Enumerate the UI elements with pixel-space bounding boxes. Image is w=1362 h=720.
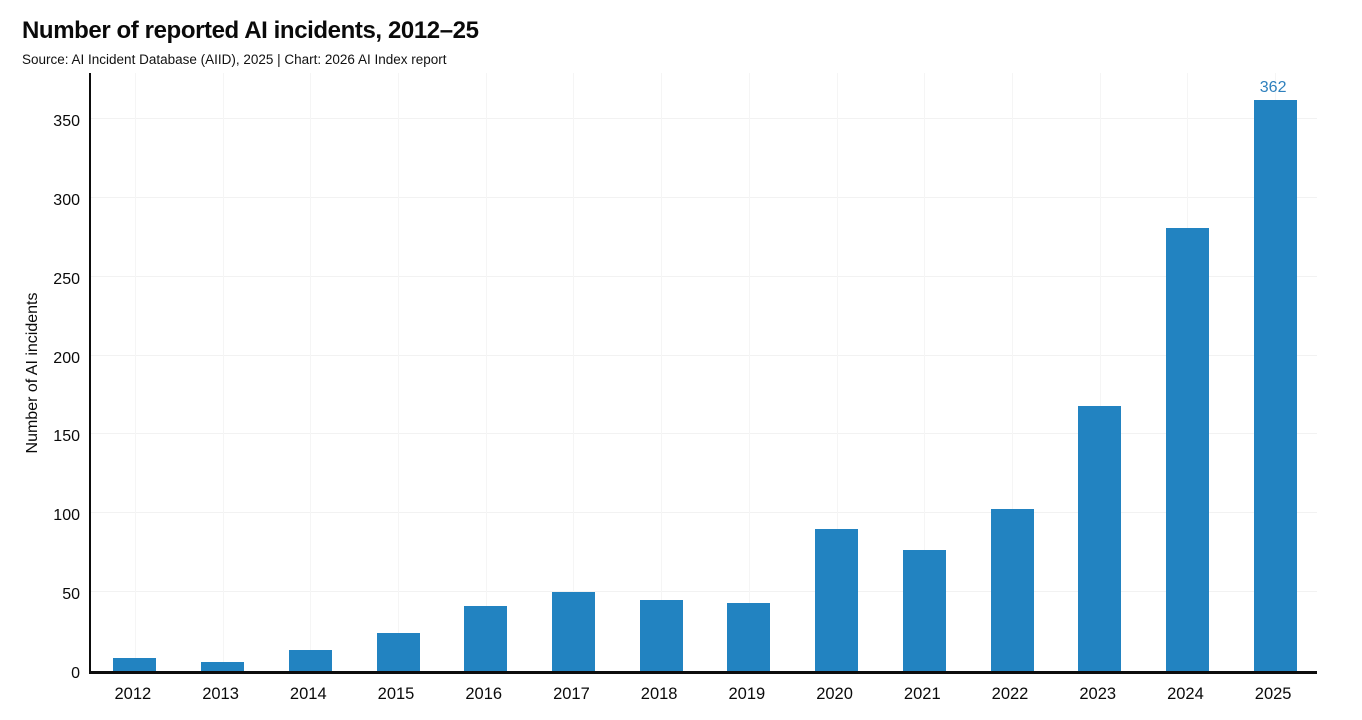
x-tick-label-2021: 2021 [903, 685, 941, 703]
x-tick-label-2014: 2014 [289, 685, 327, 703]
bar-2015 [376, 633, 420, 671]
y-tick-label-50: 50 [62, 586, 80, 604]
chart-source-caption: Source: AI Incident Database (AIID), 202… [22, 52, 447, 67]
gridline-x-2013 [222, 73, 224, 671]
x-tick-label-2022: 2022 [991, 685, 1029, 703]
gridline-y-150 [91, 433, 1317, 435]
gridline-x-2016 [485, 73, 487, 671]
x-tick-label-2025: 2025 [1254, 685, 1292, 703]
gridline-y-200 [91, 354, 1317, 356]
gridline-x-2012 [134, 73, 136, 671]
x-tick-label-2023: 2023 [1079, 685, 1117, 703]
gridline-x-2019 [748, 73, 750, 671]
bar-2020 [815, 529, 859, 671]
bar-2013 [201, 662, 245, 671]
x-tick-label-2018: 2018 [640, 685, 678, 703]
bar-2014 [288, 650, 332, 671]
bar-2023 [1078, 406, 1122, 671]
bar-2025 [1253, 100, 1297, 671]
gridline-x-2017 [573, 73, 575, 671]
bar-2021 [902, 550, 946, 671]
x-tick-label-2012: 2012 [114, 685, 152, 703]
chart-title: Number of reported AI incidents, 2012–25 [22, 17, 479, 44]
gridline-y-350 [91, 117, 1317, 119]
gridline-x-2023 [1099, 73, 1101, 671]
x-tick-label-2019: 2019 [728, 685, 766, 703]
bar-2017 [551, 592, 595, 671]
gridline-x-2015 [398, 73, 399, 671]
bar-2024 [1165, 228, 1209, 671]
y-tick-label-0: 0 [71, 665, 80, 682]
gridline-y-300 [91, 196, 1317, 198]
gridline-x-2021 [924, 73, 926, 671]
y-tick-label-100: 100 [53, 507, 80, 525]
x-tick-label-2016: 2016 [465, 685, 503, 703]
x-tick-label-2017: 2017 [553, 685, 590, 703]
gridline-x-2022 [1012, 73, 1013, 671]
bar-2018 [639, 600, 683, 671]
x-tick-label-2020: 2020 [816, 685, 853, 703]
gridline-x-2014 [310, 73, 312, 671]
plot-area [89, 73, 1317, 674]
gridline-x-2018 [661, 73, 663, 671]
x-tick-label-2013: 2013 [202, 685, 239, 703]
y-tick-label-350: 350 [53, 112, 80, 130]
gridline-y-50 [91, 591, 1317, 593]
gridline-y-100 [91, 512, 1317, 514]
bar-value-label-2025: 362 [1259, 78, 1287, 96]
y-tick-label-150: 150 [53, 428, 80, 446]
bar-2016 [464, 606, 508, 671]
gridline-y-250 [91, 275, 1317, 277]
x-tick-label-2015: 2015 [377, 685, 415, 703]
bar-2019 [727, 603, 771, 671]
y-tick-label-200: 200 [53, 349, 80, 367]
y-tick-label-250: 250 [53, 270, 80, 288]
x-tick-label-2024: 2024 [1167, 685, 1204, 703]
bar-2022 [990, 509, 1034, 671]
bar-2012 [113, 658, 157, 671]
y-tick-label-300: 300 [53, 191, 80, 209]
gridline-x-2020 [836, 73, 838, 671]
